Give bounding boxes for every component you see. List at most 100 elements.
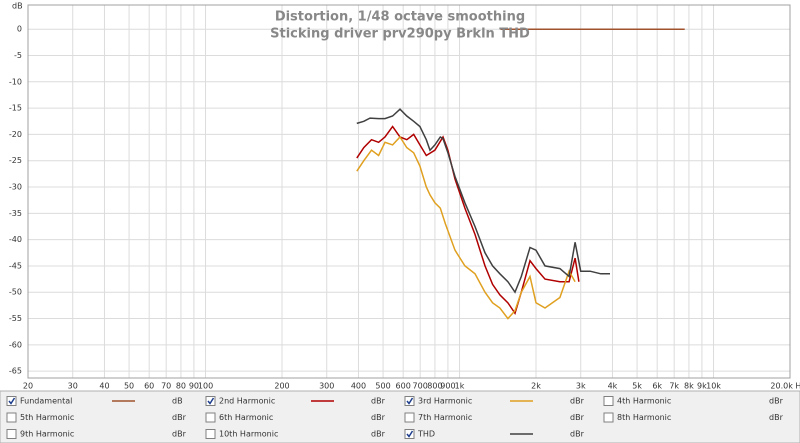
y-tick-label: -45 <box>9 261 22 270</box>
legend-unit: dBr <box>172 430 187 439</box>
legend-item: 9th Harmonic dBr <box>6 429 187 439</box>
legend-item: 6th Harmonic dBr <box>205 412 386 423</box>
legend-label: 3rd Harmonic <box>418 397 472 406</box>
legend-check <box>406 397 414 405</box>
legend-checkbox <box>603 396 614 406</box>
x-tick-label: 300 <box>319 382 334 391</box>
y-tick-label: -5 <box>14 51 22 60</box>
x-tick-label: 600 <box>396 382 411 391</box>
legend-unit: dBr <box>769 397 784 406</box>
x-tick-label: 50 <box>124 382 134 391</box>
x-tick-label: 100 <box>198 382 213 391</box>
y-tick-label: -25 <box>9 156 22 165</box>
legend-checkbox <box>404 429 415 439</box>
x-tick-label: 90 <box>189 382 199 391</box>
x-tick-label: 70 <box>161 382 171 391</box>
x-tick-label: 800 <box>427 382 442 391</box>
legend-unit: dB <box>172 397 183 406</box>
legend-label: 4th Harmonic <box>617 397 671 406</box>
legend-checkbox <box>205 412 216 423</box>
y-tick-label: -20 <box>9 130 22 139</box>
legend-label: 5th Harmonic <box>20 413 74 422</box>
plot-frame <box>27 4 791 379</box>
y-axis-label: dB <box>12 2 23 11</box>
x-tick-label: 5k <box>632 382 642 391</box>
series-line <box>356 125 580 316</box>
legend-unit: dBr <box>371 430 386 439</box>
legend-item: Fundamental dB <box>6 396 183 406</box>
series-line <box>356 108 610 294</box>
legend-check <box>207 397 215 405</box>
legend-item: 7th Harmonic dBr <box>404 412 585 423</box>
x-tick-label: 20.0k Hz <box>770 382 800 391</box>
legend-unit: dBr <box>371 397 386 406</box>
x-tick-label: 200 <box>274 382 289 391</box>
legend-label: 7th Harmonic <box>418 413 472 422</box>
legend-checkbox <box>6 396 17 406</box>
x-tick-label: 10k <box>706 382 721 391</box>
x-tick-label: 700 <box>413 382 428 391</box>
x-tick-label: 500 <box>375 382 390 391</box>
legend-label: THD <box>417 430 435 439</box>
legend-panel <box>0 390 800 443</box>
legend-check <box>8 397 16 405</box>
x-tick-label: 8k <box>684 382 694 391</box>
x-tick-label: 9k <box>697 382 707 391</box>
legend-item: 2nd Harmonic dBr <box>205 396 386 406</box>
legend-item: 8th Harmonic dBr <box>603 412 784 423</box>
x-tick-label: 20 <box>23 382 33 391</box>
y-tick-label: -10 <box>9 77 22 86</box>
legend-label: 9th Harmonic <box>20 430 74 439</box>
x-tick-label: 2k <box>531 382 541 391</box>
legend-checkbox <box>404 396 415 406</box>
x-tick-label: 400 <box>351 382 366 391</box>
legend-item: 5th Harmonic dBr <box>6 412 187 423</box>
plot-background <box>0 0 800 391</box>
legend-label: 8th Harmonic <box>617 413 671 422</box>
x-tick-label: 4k <box>608 382 618 391</box>
y-tick-label: -35 <box>9 209 22 218</box>
legend-item: 3rd Harmonic dBr <box>404 396 585 406</box>
legend-item: 4th Harmonic dBr <box>603 396 784 406</box>
legend-item: THD dBr <box>404 429 585 439</box>
legend-unit: dBr <box>570 430 585 439</box>
x-tick-label: 1k <box>455 382 465 391</box>
y-tick-label: -30 <box>9 183 22 192</box>
legend-label: Fundamental <box>20 397 72 406</box>
x-tick-label: 6k <box>652 382 662 391</box>
x-tick-label: 7k <box>669 382 679 391</box>
y-tick-label: -50 <box>9 288 22 297</box>
legend-unit: dBr <box>570 413 585 422</box>
x-tick-label: 3k <box>576 382 586 391</box>
x-tick-label: 30 <box>68 382 78 391</box>
y-tick-label: -65 <box>9 367 22 376</box>
legend-unit: dBr <box>371 413 386 422</box>
legend-label: 6th Harmonic <box>219 413 273 422</box>
legend-unit: dBr <box>769 413 784 422</box>
y-tick-label: -55 <box>9 314 22 323</box>
x-tick-label: 40 <box>99 382 109 391</box>
legend-label: 2nd Harmonic <box>219 397 275 406</box>
x-tick-label: 60 <box>144 382 154 391</box>
legend-checkbox <box>6 412 17 423</box>
legend-checkbox <box>6 429 17 439</box>
x-tick-label: 900 <box>440 382 455 391</box>
series-line <box>356 135 576 320</box>
legend-unit: dBr <box>172 413 187 422</box>
legend-check <box>406 430 414 438</box>
legend-checkbox <box>603 412 614 423</box>
chart-title: Distortion, 1/48 octave smoothing <box>275 10 525 25</box>
legend-checkbox <box>404 412 415 423</box>
y-tick-label: -15 <box>9 104 22 113</box>
chart-subtitle: Sticking driver prv290py Brkln THD <box>270 27 530 42</box>
y-tick-label: 0 <box>17 25 22 34</box>
legend-unit: dBr <box>570 397 585 406</box>
legend-label: 10th Harmonic <box>219 430 278 439</box>
y-tick-label: -40 <box>9 235 22 244</box>
legend-item: 10th Harmonic dBr <box>205 429 386 439</box>
y-tick-label: -60 <box>9 340 22 349</box>
legend-checkbox <box>205 429 216 439</box>
legend-checkbox <box>205 396 216 406</box>
